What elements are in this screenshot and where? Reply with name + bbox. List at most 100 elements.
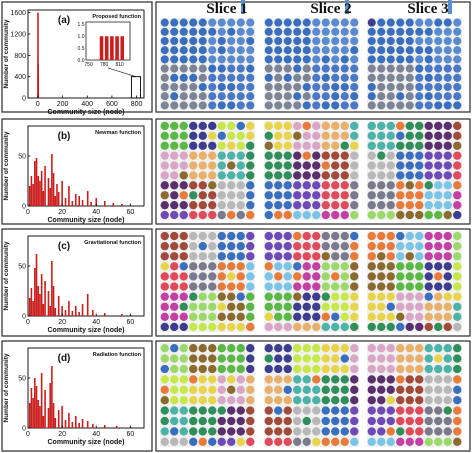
slice-grid-r4-c3 bbox=[367, 343, 462, 447]
y-tick-label: 0 bbox=[22, 314, 26, 321]
inset-plot-area bbox=[85, 21, 131, 61]
zoom-highlight-box bbox=[130, 76, 141, 99]
bar-4-11 bbox=[47, 408, 50, 428]
bar-3-2 bbox=[30, 288, 33, 316]
bar-3-17 bbox=[61, 306, 63, 316]
bar-4-19 bbox=[68, 413, 70, 428]
bar-3-9 bbox=[42, 304, 45, 316]
plot-area-4 bbox=[27, 347, 145, 429]
x-tick-label: 600 bbox=[106, 101, 118, 108]
chart-frame-4 bbox=[1, 340, 153, 452]
bar-2-7 bbox=[39, 181, 41, 206]
y-axis-label: Number of community bbox=[3, 19, 10, 88]
bar-4-14 bbox=[52, 403, 55, 428]
slice-grid-r1-c3 bbox=[367, 18, 462, 110]
bar-2-21 bbox=[71, 201, 74, 206]
chart-frame-3 bbox=[1, 228, 153, 337]
bar-4-10 bbox=[44, 390, 46, 428]
plot-area-3 bbox=[27, 235, 145, 317]
slice-grid-r2-c1 bbox=[160, 121, 255, 220]
inset-y-tick-label: 0.5 bbox=[78, 46, 85, 52]
slice-grid-r1-c1 bbox=[160, 18, 255, 110]
bar-4-15 bbox=[54, 418, 57, 428]
bar-1-2 bbox=[37, 63, 39, 98]
zoom-connector bbox=[107, 67, 137, 77]
function-label: Radiation function bbox=[93, 352, 142, 358]
y-tick-label: 50 bbox=[18, 154, 26, 161]
inset-bar-3 bbox=[110, 36, 114, 60]
bar-2-28 bbox=[103, 201, 106, 206]
x-tick-label: 200 bbox=[57, 101, 69, 108]
bar-3-4 bbox=[34, 268, 36, 316]
bar-3-1 bbox=[28, 298, 31, 316]
x-axis-label: Community size (node) bbox=[47, 327, 124, 334]
x-axis-label: Community size (node) bbox=[47, 439, 124, 446]
slice-frame-2 bbox=[155, 118, 471, 225]
slice-frame-4 bbox=[155, 340, 471, 452]
y-tick-label: 50 bbox=[18, 376, 26, 383]
bar-2-17 bbox=[57, 192, 60, 206]
bar-2-13 bbox=[51, 154, 53, 206]
bar-2-27 bbox=[95, 198, 98, 206]
inset-y-tick-label: 0.0 bbox=[78, 58, 85, 64]
panel-label: (b) bbox=[58, 131, 71, 142]
bar-2-9 bbox=[42, 191, 45, 206]
bar-3-25 bbox=[92, 310, 94, 316]
bar-4-22 bbox=[78, 423, 80, 428]
inset-x-tick-label: 750 bbox=[84, 62, 93, 68]
slice-grid-r2-c3 bbox=[367, 121, 462, 220]
bar-4-6 bbox=[37, 400, 40, 428]
panel-label: (d) bbox=[58, 353, 71, 364]
bar-3-21 bbox=[74, 306, 77, 316]
inset-bar-1 bbox=[99, 36, 104, 60]
slice-grid-r3-c1 bbox=[160, 231, 255, 332]
bar-2-29 bbox=[112, 203, 115, 206]
bar-4-17 bbox=[61, 406, 63, 428]
bar-4-13 bbox=[51, 366, 53, 428]
bar-2-26 bbox=[90, 202, 92, 206]
y-tick-label: 50 bbox=[18, 264, 26, 271]
bar-2-30 bbox=[121, 204, 123, 206]
inset-bar-5 bbox=[120, 36, 125, 60]
bar-2-3 bbox=[32, 184, 34, 206]
bar-2-4 bbox=[34, 161, 36, 206]
bar-2-14 bbox=[52, 173, 55, 206]
bar-3-24 bbox=[86, 294, 89, 316]
x-tick-label: 0 bbox=[26, 431, 30, 438]
bar-3-18 bbox=[64, 310, 67, 316]
bar-2-1 bbox=[28, 186, 31, 206]
slice-grid-r3-c3 bbox=[367, 231, 462, 332]
inset-y-tick-label: 1.5 bbox=[78, 22, 85, 28]
y-tick-label: 0 bbox=[22, 96, 26, 103]
bar-4-20 bbox=[71, 422, 74, 428]
y-tick-label: 0 bbox=[22, 204, 26, 211]
bar-4-23 bbox=[81, 419, 84, 428]
y-tick-label: 1200 bbox=[10, 32, 26, 39]
bar-3-12 bbox=[49, 306, 51, 316]
bar-3-3 bbox=[32, 301, 34, 316]
slice-grid-r2-c2 bbox=[264, 121, 359, 220]
slice-grid-r4-c1 bbox=[160, 343, 255, 447]
bar-2-11 bbox=[47, 178, 50, 206]
x-tick-label: 800 bbox=[131, 101, 143, 108]
plot-area-1 bbox=[27, 9, 145, 99]
bar-4-9 bbox=[42, 416, 45, 428]
bar-4-1 bbox=[28, 403, 31, 428]
function-label: Newman function bbox=[95, 130, 141, 136]
bar-3-10 bbox=[44, 281, 46, 316]
bar-4-16 bbox=[57, 410, 60, 428]
x-tick-label: 60 bbox=[126, 209, 134, 216]
bar-2-12 bbox=[49, 188, 51, 206]
bar-3-16 bbox=[57, 296, 60, 316]
slice-title-2: Slice 2 bbox=[310, 1, 352, 17]
bar-4-24 bbox=[86, 421, 89, 428]
bar-3-14 bbox=[52, 286, 55, 316]
bar-4-8 bbox=[40, 373, 43, 428]
bar-4-5 bbox=[35, 386, 38, 428]
y-axis-label: Number of community bbox=[3, 241, 10, 310]
x-axis-label: Community size (node) bbox=[47, 109, 124, 116]
slice-title-3: Slice 3 bbox=[407, 1, 449, 17]
bar-4-27 bbox=[115, 426, 118, 428]
bar-3-19 bbox=[68, 301, 70, 316]
inset-y-tick-label: 1.0 bbox=[78, 34, 85, 40]
